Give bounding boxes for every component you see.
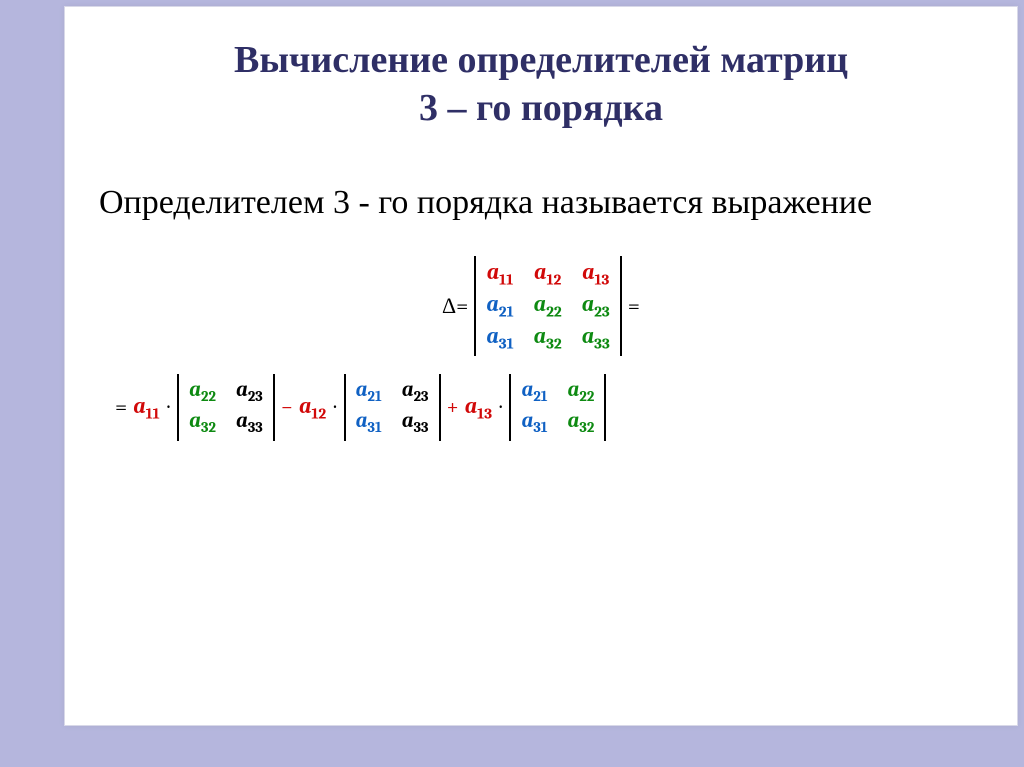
matrix-cell: a31 <box>356 407 382 438</box>
title-line-2: 3 – го порядка <box>99 85 983 133</box>
operator: + <box>441 394 465 420</box>
matrix-cell: a23 <box>236 376 263 407</box>
coefficient: a13 <box>465 393 492 422</box>
cofactor-expansion-line: = a11 ∙ a22a32a23a33− a12 ∙ a21a31a23a33… <box>99 374 983 440</box>
determinant: a22a32 a23a33 <box>177 374 275 440</box>
operator: Δ= <box>436 293 474 319</box>
matrix-cell: a13 <box>582 258 610 290</box>
title-line-1: Вычисление определителей матриц <box>99 37 983 85</box>
matrix-cell: a21 <box>521 376 547 407</box>
matrix-cell: a21 <box>486 290 513 322</box>
determinant: a21a31 a23a33 <box>344 374 441 440</box>
matrix-cell: a22 <box>189 376 216 407</box>
matrix-cell: a31 <box>486 322 513 354</box>
matrix-cell: a22 <box>568 376 595 407</box>
matrix-cell: a11 <box>486 258 513 290</box>
matrix-cell: a32 <box>189 407 216 438</box>
matrix-cell: a23 <box>402 376 429 407</box>
coefficient: a11 <box>133 393 160 422</box>
determinant-definition-line: Δ= a11a21a31 a12a22a32 a13a23a33 = <box>99 256 983 357</box>
matrix-cell: a32 <box>534 322 562 354</box>
slide-title: Вычисление определителей матриц 3 – го п… <box>99 37 983 132</box>
operator: = <box>109 394 133 420</box>
slide-body-text: Определителем 3 - го порядка называется … <box>99 180 983 226</box>
slide-outer: Вычисление определителей матриц 3 – го п… <box>0 0 1024 767</box>
matrix-cell: a33 <box>582 322 610 354</box>
slide-inner: Вычисление определителей матриц 3 – го п… <box>64 6 1018 726</box>
operator: − <box>275 394 299 420</box>
operator: = <box>622 293 646 319</box>
matrix-cell: a32 <box>568 407 595 438</box>
coefficient: a12 <box>299 393 326 422</box>
matrix-cell: a33 <box>402 407 429 438</box>
matrix-cell: a21 <box>356 376 382 407</box>
matrix-cell: a12 <box>534 258 562 290</box>
operator: ∙ <box>492 394 509 420</box>
determinant: a11a21a31 a12a22a32 a13a23a33 <box>474 256 621 357</box>
matrix-cell: a33 <box>236 407 263 438</box>
matrix-cell: a22 <box>534 290 562 322</box>
matrix-cell: a23 <box>582 290 610 322</box>
operator: ∙ <box>326 394 343 420</box>
math-block: Δ=a11a21a31a12a22a32a13a23a33= = a11 ∙ a… <box>99 256 983 441</box>
determinant: a21a31 a22a32 <box>509 374 606 440</box>
matrix-cell: a31 <box>521 407 547 438</box>
operator: ∙ <box>160 394 177 420</box>
